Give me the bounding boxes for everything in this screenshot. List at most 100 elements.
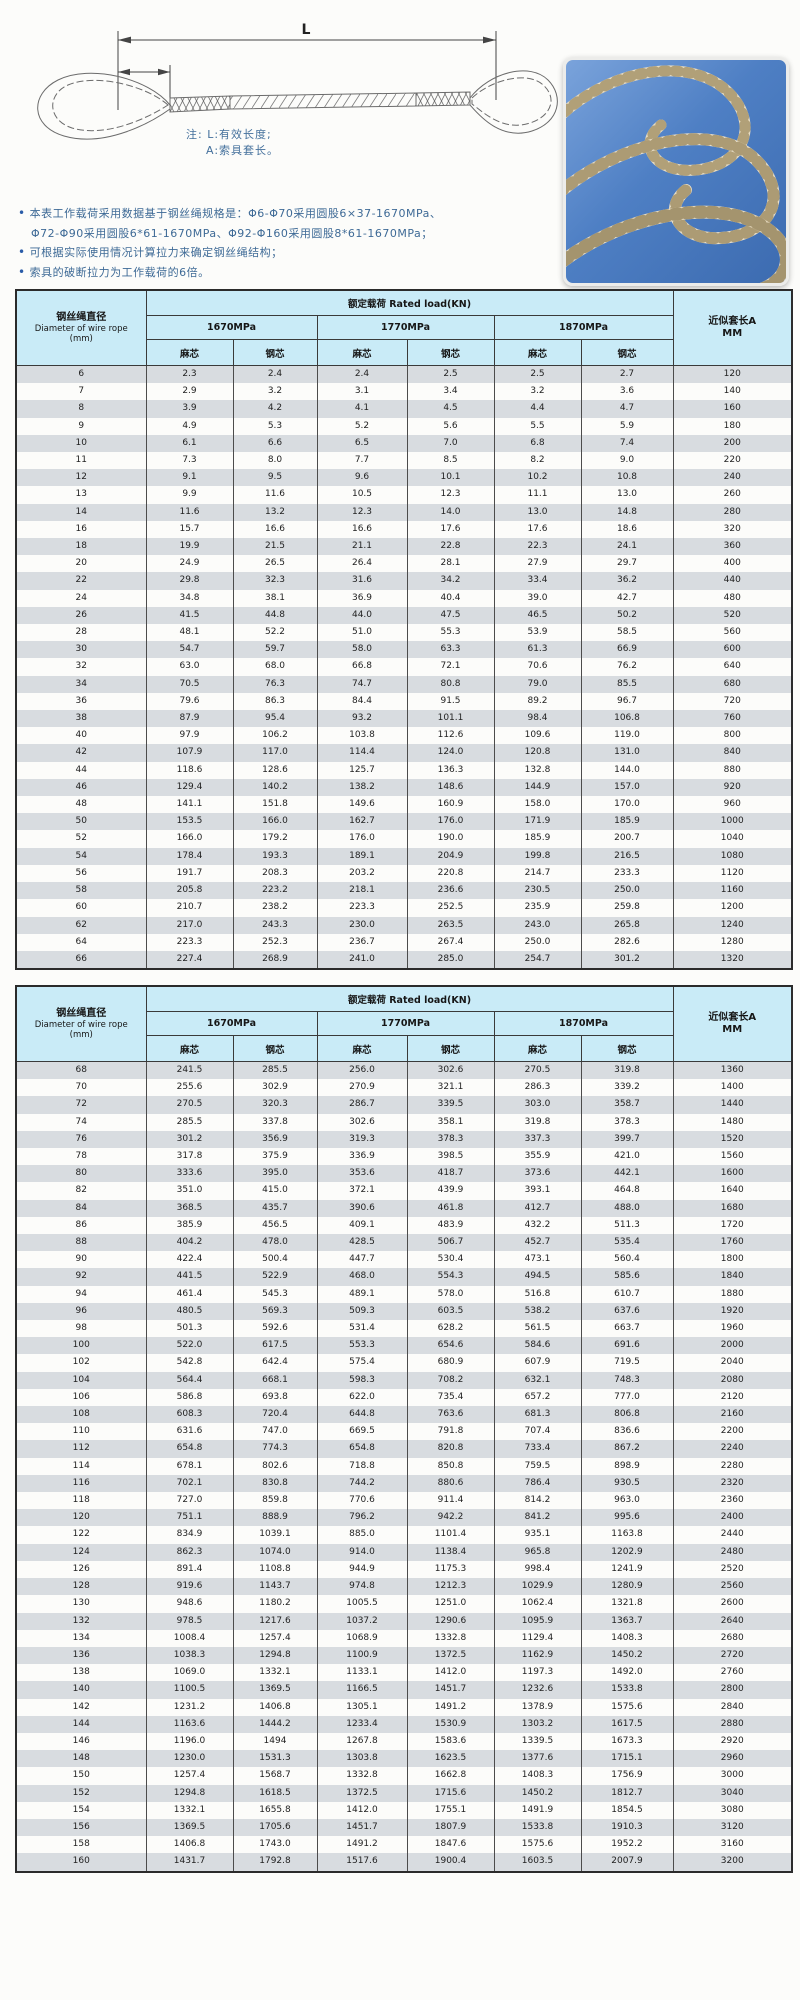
table-cell: 727.0 — [145, 1492, 233, 1510]
table-cell: 142 — [72, 1701, 90, 1712]
table-cell: 1360 — [672, 1061, 792, 1080]
table-cell: 1807.9 — [406, 1818, 494, 1837]
table-cell: 1408.3 — [580, 1629, 673, 1647]
table-cell: 1267.8 — [316, 1732, 407, 1751]
table-cell: 1294.8 — [145, 1784, 233, 1802]
note-line-1: 本表工作载荷采用数据基于钢丝绳规格是：Φ6-Φ70采用圆股6×37-1670MP… — [18, 204, 563, 224]
table-cell: 18 — [75, 541, 87, 552]
table-cell: 240 — [672, 469, 792, 487]
table-cell: 74.7 — [316, 675, 407, 693]
table-cell: 68 — [75, 1065, 87, 1075]
table-cell: 24.1 — [580, 538, 673, 556]
table-cell: 56 — [75, 867, 87, 878]
table-cell: 55.3 — [406, 624, 494, 642]
table-cell: 46 — [75, 781, 87, 792]
table-row: 98 501.3 592.6 531.4 628.2 561.5 663.7 1960 — [16, 1320, 792, 1338]
table-cell: 122 — [72, 1529, 90, 1540]
table-cell: 1303.2 — [493, 1715, 581, 1733]
table-cell: 51.0 — [316, 624, 407, 642]
table-cell: 806.8 — [580, 1406, 673, 1424]
table-cell: 200 — [672, 434, 792, 453]
table-cell: 1138.4 — [406, 1543, 494, 1561]
table-row: 90 422.4 500.4 447.7 530.4 473.1 560.4 1800 — [16, 1251, 792, 1269]
table-cell: 657.2 — [493, 1388, 581, 1407]
table-cell: 84.4 — [316, 692, 407, 711]
table-cell: 94 — [75, 1288, 87, 1299]
table-cell: 156 — [72, 1821, 90, 1832]
table-row: 94 461.4 545.3 489.1 578.0 516.8 610.7 1880 — [16, 1285, 792, 1303]
table-cell: 678.1 — [145, 1457, 233, 1475]
table-cell: 6.8 — [493, 434, 581, 453]
col-header-grade-1870: 1870MPa — [493, 315, 674, 340]
table-cell: 719.5 — [580, 1354, 673, 1372]
table-cell: 252.3 — [232, 933, 317, 951]
table-cell: 110 — [72, 1426, 90, 1437]
col-header-steel-core: 钢芯 — [580, 1035, 674, 1062]
table-cell: 320 — [672, 520, 792, 539]
table-row: 156 1369.5 1705.6 1451.7 1807.9 1533.8 1910.3 3… — [16, 1818, 792, 1837]
table-cell: 398.5 — [406, 1148, 494, 1166]
table-cell: 90 — [75, 1254, 87, 1265]
table-cell: 118.6 — [145, 761, 233, 779]
table-row: 126 891.4 1108.8 944.9 1175.3 998.4 1241.9 2520 — [16, 1560, 792, 1579]
table-cell: 440 — [672, 572, 792, 590]
table-cell: 138 — [72, 1667, 90, 1678]
col-header-steel-core: 钢芯 — [406, 339, 495, 366]
table-row: 106 586.8 693.8 622.0 735.4 657.2 777.0 2120 — [16, 1388, 792, 1407]
table-cell: 9.0 — [580, 452, 673, 470]
table-cell: 109.6 — [493, 727, 581, 745]
table-cell: 282.6 — [580, 933, 673, 951]
table-cell: 64 — [75, 936, 87, 947]
table-cell: 850.8 — [406, 1457, 494, 1475]
table-cell: 1196.0 — [145, 1732, 233, 1751]
table-cell: 189.1 — [316, 847, 407, 865]
table-cell: 2.9 — [145, 383, 233, 401]
table-cell: 144.9 — [493, 778, 581, 797]
table-row: 132 978.5 1217.6 1037.2 1290.6 1095.9 1363.7 26… — [16, 1612, 792, 1630]
table-cell: 14 — [75, 506, 87, 517]
table-cell: 930.5 — [580, 1474, 673, 1493]
table-row: 66 227.4 268.9 241.0 285.0 254.7 301.2 1320 — [16, 950, 792, 970]
table-cell: 8.5 — [406, 452, 494, 470]
table-cell: 162.7 — [316, 813, 407, 831]
table-cell: 1491.2 — [316, 1836, 407, 1854]
table-cell: 166.0 — [232, 813, 317, 831]
col-header-rated-load: 额定载荷 Rated load(KN) — [145, 289, 674, 316]
table-cell: 10.1 — [406, 469, 494, 487]
table-cell: 3200 — [672, 1853, 792, 1872]
table-cell: 1369.5 — [145, 1818, 233, 1837]
table-cell: 126 — [72, 1563, 90, 1574]
table-cell: 250.0 — [493, 933, 581, 951]
table-cell: 600 — [672, 641, 792, 659]
table-row: 44 118.6 128.6 125.7 136.3 132.8 144.0 880 — [16, 761, 792, 779]
table-cell: 1163.6 — [145, 1715, 233, 1733]
table-row: 11 7.3 8.0 7.7 8.5 8.2 9.0 220 — [16, 452, 792, 470]
table-cell: 236.6 — [406, 882, 494, 900]
table-cell: 4.5 — [406, 400, 494, 418]
table-cell: 2880 — [672, 1715, 792, 1733]
table-cell: 95.4 — [232, 710, 317, 728]
table-cell: 185.9 — [493, 830, 581, 848]
table-cell: 1530.9 — [406, 1715, 494, 1733]
table-cell: 16.6 — [232, 520, 317, 539]
table-cell: 356.9 — [232, 1130, 317, 1149]
table-cell: 220.8 — [406, 864, 494, 883]
table-cell: 1756.9 — [580, 1767, 673, 1785]
table-cell: 1952.2 — [580, 1836, 673, 1854]
table-row: 54 178.4 193.3 189.1 204.9 199.8 216.5 1080 — [16, 847, 792, 865]
table-cell: 1163.8 — [580, 1526, 673, 1544]
table-cell: 862.3 — [145, 1543, 233, 1561]
table-cell: 205.8 — [145, 882, 233, 900]
table-cell: 859.8 — [232, 1492, 317, 1510]
table-cell: 409.1 — [316, 1216, 407, 1235]
table-row: 92 441.5 522.9 468.0 554.3 494.5 585.6 1840 — [16, 1268, 792, 1286]
table-cell: 22.3 — [493, 538, 581, 556]
table-cell: 530.4 — [406, 1251, 494, 1269]
table-cell: 447.7 — [316, 1251, 407, 1269]
table-cell: 840 — [672, 744, 792, 762]
table-cell: 4.7 — [580, 400, 673, 418]
table-cell: 1618.5 — [232, 1784, 317, 1802]
table-cell: 867.2 — [580, 1440, 673, 1458]
table-cell: 254.7 — [493, 950, 581, 970]
